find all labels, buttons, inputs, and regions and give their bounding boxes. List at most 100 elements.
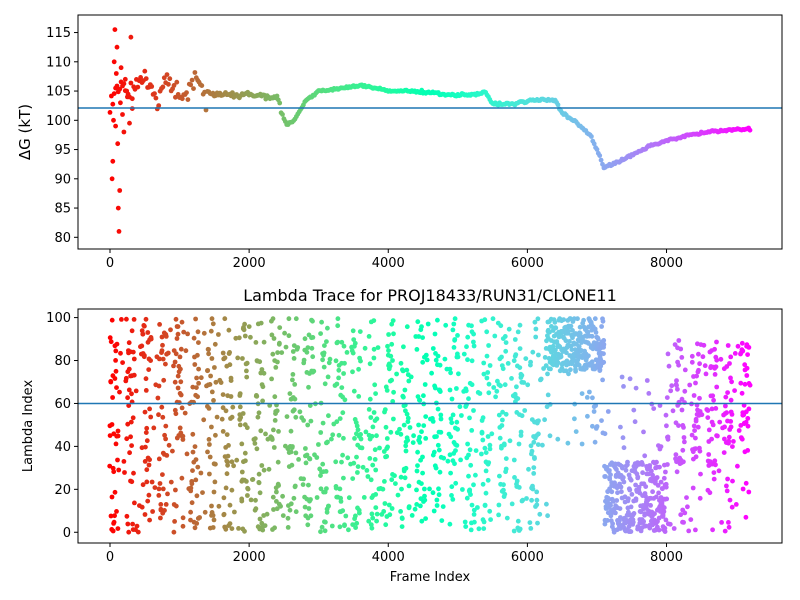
lambda-point <box>664 496 670 502</box>
lambda-point <box>156 383 162 389</box>
lambda-point <box>471 512 477 517</box>
delta-g-point <box>122 76 128 82</box>
lambda-point <box>229 526 235 531</box>
lambda-point <box>515 396 521 401</box>
lambda-point <box>422 382 428 387</box>
lambda-point <box>366 334 372 339</box>
lambda-point <box>411 433 416 439</box>
lambda-point <box>566 329 571 334</box>
lambda-point <box>109 422 115 427</box>
lambda-point <box>229 459 235 465</box>
lambda-point <box>165 350 171 356</box>
lambda-point <box>735 343 741 349</box>
lambda-point <box>486 390 492 396</box>
delta-g-point <box>129 96 135 102</box>
lambda-point <box>287 391 293 396</box>
lambda-point <box>518 429 524 435</box>
lambda-point <box>293 414 299 420</box>
lambda-point <box>303 446 308 451</box>
lambda-point <box>383 522 389 528</box>
lambda-point <box>326 413 331 419</box>
delta-g-point <box>594 147 600 152</box>
lambda-point <box>363 429 369 435</box>
lambda-point <box>280 493 285 499</box>
lambda-point <box>457 404 463 410</box>
lambda-point <box>129 443 135 448</box>
lambda-point <box>438 416 444 422</box>
lambda-point <box>290 349 296 354</box>
lambda-point <box>433 357 439 363</box>
lambda-point <box>615 490 620 496</box>
lambda-point <box>209 503 214 509</box>
lambda-point <box>689 432 695 438</box>
lambda-point <box>114 509 119 514</box>
lambda-point <box>499 445 504 451</box>
lambda-point <box>502 334 508 339</box>
lambda-point <box>415 449 420 455</box>
lambda-point <box>380 486 386 492</box>
lambda-point <box>386 332 391 337</box>
lambda-point <box>295 345 301 350</box>
lambda-point <box>469 502 475 508</box>
delta-g-point <box>120 112 125 117</box>
lambda-point <box>511 457 517 463</box>
lambda-point <box>244 479 249 484</box>
lambda-point <box>206 437 212 442</box>
lambda-point <box>292 382 298 387</box>
lambda-point <box>140 331 146 337</box>
lambda-point <box>732 388 737 393</box>
lambda-point <box>122 470 127 475</box>
lambda-point <box>554 339 560 344</box>
lambda-point <box>735 463 740 469</box>
lambda-point <box>399 524 405 529</box>
lambda-point <box>160 356 166 362</box>
lambda-point <box>125 421 131 427</box>
lambda-point <box>241 327 247 333</box>
lambda-point <box>643 484 649 489</box>
delta-g-point <box>114 44 120 50</box>
lambda-point <box>131 356 137 362</box>
lambda-point <box>712 346 717 352</box>
lambda-point <box>208 328 214 334</box>
lambda-point <box>678 512 684 518</box>
lambda-point <box>373 505 379 510</box>
lambda-point <box>511 358 517 364</box>
lambda-point <box>350 522 356 527</box>
lambda-point <box>601 359 607 365</box>
lambda-point <box>449 484 455 490</box>
lambda-point <box>369 433 375 439</box>
lambda-point <box>237 422 243 428</box>
lambda-point <box>147 457 153 463</box>
lambda-point <box>306 506 312 511</box>
lambda-point <box>393 481 398 486</box>
lambda-point <box>409 513 415 518</box>
lambda-point <box>671 526 677 531</box>
lambda-point <box>260 398 265 404</box>
lambda-point <box>496 412 502 418</box>
lambda-point <box>746 345 752 350</box>
lambda-point <box>608 513 614 519</box>
lambda-point <box>487 446 493 452</box>
lambda-point <box>536 431 541 437</box>
lambda-point <box>230 404 236 410</box>
delta-g-point <box>185 97 191 102</box>
lambda-point <box>314 495 320 500</box>
lambda-point <box>728 419 734 424</box>
lambda-point <box>533 326 539 332</box>
lambda-point <box>262 523 268 528</box>
lambda-point <box>552 319 558 325</box>
delta-g-point <box>111 59 117 65</box>
lambda-point <box>279 350 285 355</box>
lambda-point <box>369 511 375 517</box>
lambda-point <box>244 374 250 380</box>
lambda-point <box>276 341 282 347</box>
lambda-point <box>500 409 505 415</box>
lambda-point <box>384 454 390 459</box>
lambda-point <box>640 470 645 476</box>
y-tick-label: 60 <box>54 397 71 412</box>
lambda-point <box>390 318 396 323</box>
lambda-point <box>463 524 469 529</box>
lambda-point <box>205 368 210 374</box>
lambda-point <box>195 352 200 358</box>
lambda-point <box>341 435 346 441</box>
